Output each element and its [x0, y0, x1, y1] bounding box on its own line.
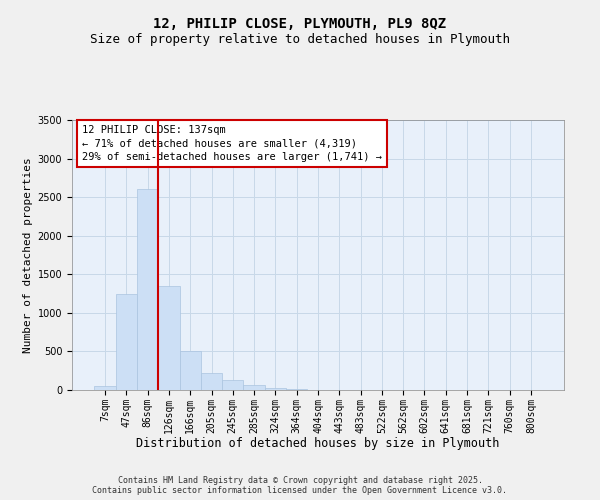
Bar — [286, 389, 307, 390]
Bar — [179, 352, 201, 390]
Bar — [158, 286, 179, 390]
Bar — [116, 294, 137, 390]
Bar — [201, 373, 222, 390]
Bar — [137, 190, 158, 390]
Text: 12 PHILIP CLOSE: 137sqm
← 71% of detached houses are smaller (4,319)
29% of semi: 12 PHILIP CLOSE: 137sqm ← 71% of detache… — [82, 126, 382, 162]
Text: Size of property relative to detached houses in Plymouth: Size of property relative to detached ho… — [90, 32, 510, 46]
Bar — [222, 380, 244, 390]
Bar — [244, 384, 265, 390]
Text: 12, PHILIP CLOSE, PLYMOUTH, PL9 8QZ: 12, PHILIP CLOSE, PLYMOUTH, PL9 8QZ — [154, 18, 446, 32]
Bar — [94, 386, 116, 390]
Bar — [265, 388, 286, 390]
Text: Contains HM Land Registry data © Crown copyright and database right 2025.
Contai: Contains HM Land Registry data © Crown c… — [92, 476, 508, 495]
X-axis label: Distribution of detached houses by size in Plymouth: Distribution of detached houses by size … — [136, 437, 500, 450]
Y-axis label: Number of detached properties: Number of detached properties — [23, 157, 34, 353]
